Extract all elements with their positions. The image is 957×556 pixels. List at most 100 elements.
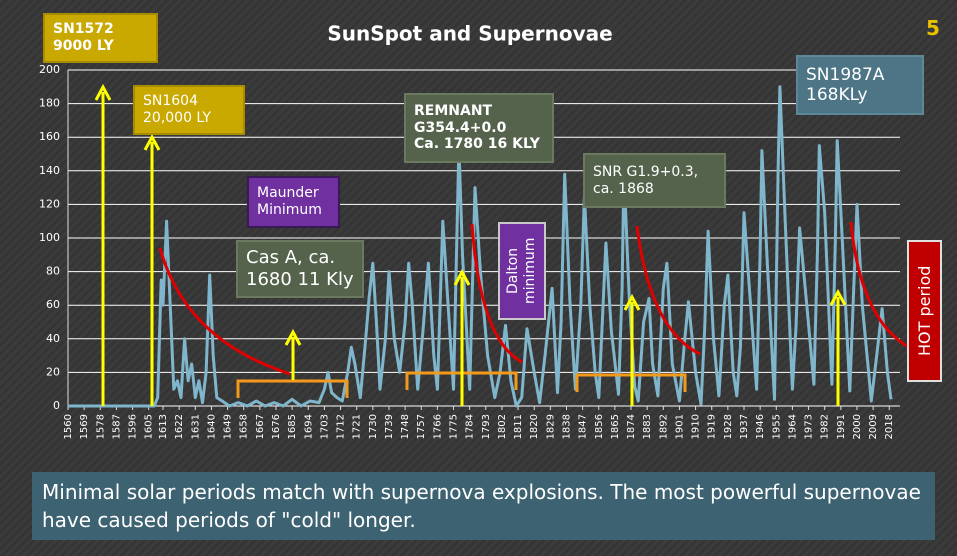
x-tick-label: 1721 [352,414,363,439]
x-tick-label: 1937 [739,414,750,439]
x-tick-label: 1587 [111,414,122,439]
slide-number: 5 [926,16,940,40]
annotation-text: Dalton [505,247,522,295]
x-tick-label: 1694 [303,414,314,439]
x-tick-label: 1928 [723,414,734,439]
x-tick-label: 1739 [384,414,395,439]
annotation-text: Ca. 1780 16 KLY [414,136,540,153]
x-tick-label: 1982 [820,414,831,439]
x-tick-label: 1829 [545,414,556,439]
annotation-text: G354.4+0.0 [414,119,507,136]
annotation-box: HOT period [907,240,942,382]
caption: Minimal solar periods match with superno… [32,472,935,540]
annotation-text: HOT period [914,265,934,357]
x-tick-label: 1847 [578,414,589,439]
annotation-text: SNR G1.9+0.3, [593,163,699,180]
y-tick-label: 160 [39,130,60,143]
x-tick-label: 1560 [63,414,74,439]
y-tick-label: 100 [39,231,60,244]
x-tick-label: 2000 [852,414,863,439]
y-tick-label: 180 [39,97,60,110]
x-tick-label: 1955 [771,414,782,439]
plot: 0 20 40 60 80 100 120 140 160 180 200 1560 1569 1578 1… [39,63,900,439]
annotation-box: SN1604 20,000 LY [133,85,245,135]
x-tick-label: 1766 [432,414,443,439]
x-tick-label: 1874 [626,414,637,439]
annotation-text: SN1987A [806,64,885,85]
x-tick-label: 1578 [95,414,106,439]
x-tick-label: 1838 [561,414,572,439]
arrow-head [623,293,641,311]
x-tick-label: 1865 [610,414,621,439]
x-tick-label: 1901 [674,414,685,439]
annotation-box: REMNANT G354.4+0.0 Ca. 1780 16 KLY [404,93,554,163]
annotation-text: Cas A, ca. [246,247,336,269]
x-tick-label: 1685 [287,414,298,439]
x-tick-label: 1919 [707,414,718,439]
annotation-box: Dalton minimum [498,222,546,320]
x-tick-label: 1622 [174,414,185,439]
x-tick-label: 1856 [594,414,605,439]
y-tick-label: 120 [39,197,60,210]
y-tick-label: 20 [46,365,60,378]
red-curve [635,225,701,356]
x-tick-label: 1991 [836,414,847,439]
x-tick-label: 1596 [128,414,139,439]
x-tick-label: 1775 [449,414,460,439]
annotation-text: SN1572 [53,21,114,38]
y-tick-label: 40 [46,332,60,345]
annotation-text: Maunder [257,185,319,202]
arrow-head [453,268,471,286]
arrows [94,83,847,406]
x-tick-label: 1883 [642,414,653,439]
arrow-head [829,288,847,306]
x-tick-label: 2009 [868,414,879,439]
x-tick-label: 1640 [206,414,217,439]
arrow-head [284,328,302,346]
x-tick-label: 1658 [239,414,250,439]
annotation-text: SN1604 [143,93,198,110]
annotation-text: 20,000 LY [143,110,211,126]
x-tick-label: 1667 [255,414,266,439]
annotation-text: REMNANT [414,102,493,119]
x-tick-label: 1613 [158,414,169,439]
x-tick-label: 1964 [787,414,798,439]
x-tick-label: 1730 [368,414,379,439]
annotation-box: SN1987A 168KLy [796,55,924,115]
y-tick-label: 200 [39,63,60,76]
y-tick-label: 0 [53,399,60,412]
annotation-text: 168KLy [806,85,868,105]
decorations [94,83,911,406]
red-curve [470,223,523,364]
red-curve [849,221,911,350]
x-tick-label: 1811 [513,414,524,439]
annotation-text: 1680 11 Kly [246,269,354,290]
y-tick-label: 140 [39,164,60,177]
annotation-box: SNR G1.9+0.3, ca. 1868 [583,153,726,208]
y-tick-label: 80 [46,265,60,278]
x-tick-label: 1703 [319,414,330,439]
annotation-text: Minimum [257,202,322,218]
x-tick-label: 2018 [884,414,895,439]
x-tick-label: 1631 [190,414,201,439]
annotation-box: Cas A, ca. 1680 11 Kly [236,240,364,298]
orange-bracket [236,379,349,398]
x-tick-label: 1793 [481,414,492,439]
annotation-text: minimum [522,237,538,305]
x-tick-label: 1649 [223,414,234,439]
chart-title: SunSpot and Supernovae [327,22,612,46]
arrow-head [143,133,161,151]
x-tick-label: 1910 [691,414,702,439]
x-tick-label: 1757 [416,414,427,439]
x-tick-label: 1712 [336,414,347,439]
annotation-box: SN1572 9000 LY [43,13,158,63]
arrow-head [94,83,112,101]
x-tick-label: 1676 [271,414,282,439]
x-tick-label: 1605 [144,414,155,439]
red-curve [158,247,291,376]
annotation-text: ca. 1868 [593,180,654,197]
x-tick-label: 1892 [658,414,669,439]
x-tick-label: 1569 [79,414,90,439]
